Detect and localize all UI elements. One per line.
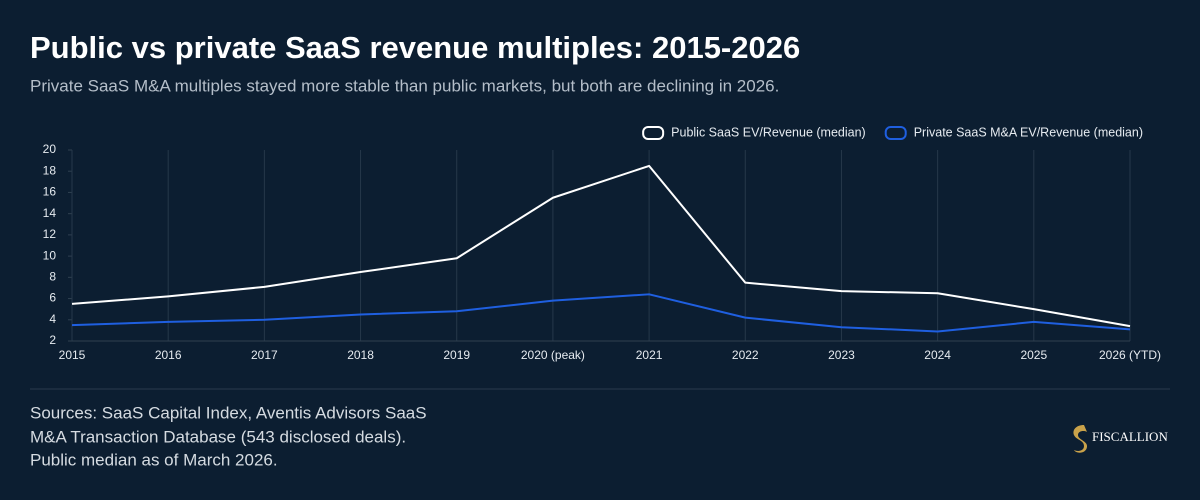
y-tick-label: 14	[43, 206, 57, 220]
y-tick-label: 16	[43, 185, 57, 199]
x-tick-label: 2020 (peak)	[521, 348, 585, 362]
x-tick-label: 2015	[59, 348, 86, 362]
y-tick-label: 12	[43, 227, 57, 241]
x-tick-label: 2019	[443, 348, 470, 362]
legend-label: Private SaaS M&A EV/Revenue (median)	[914, 125, 1143, 139]
x-tick-label: 2021	[636, 348, 663, 362]
y-tick-label: 20	[43, 142, 57, 156]
series-line	[71, 164, 1131, 328]
x-tick-label: 2025	[1020, 348, 1047, 362]
series-line	[71, 293, 1131, 333]
logo-mark	[1073, 425, 1088, 453]
x-tick-label: 2026 (YTD)	[1099, 348, 1161, 362]
x-tick-label: 2016	[155, 348, 182, 362]
legend-swatch	[642, 126, 665, 140]
legend-swatch	[884, 126, 907, 140]
source-note: M&A Transaction Database (543 disclosed …	[30, 427, 406, 446]
y-tick-label: 4	[49, 312, 56, 326]
brand-logo: FISCALLION	[1073, 425, 1168, 453]
y-tick-label: 8	[49, 270, 56, 284]
x-tick-label: 2024	[924, 348, 951, 362]
y-tick-label: 18	[43, 163, 57, 177]
x-tick-label: 2022	[732, 348, 759, 362]
brand-name: FISCALLION	[1092, 429, 1168, 444]
y-tick-label: 10	[43, 248, 57, 262]
y-tick-label: 2	[49, 333, 56, 347]
chart-title: Public vs private SaaS revenue multiples…	[30, 30, 800, 65]
x-tick-label: 2018	[347, 348, 374, 362]
source-note: Public median as of March 2026.	[30, 450, 278, 469]
chart-subtitle: Private SaaS M&A multiples stayed more s…	[30, 76, 779, 95]
source-note: Sources: SaaS Capital Index, Aventis Adv…	[30, 403, 427, 422]
x-tick-label: 2017	[251, 348, 278, 362]
legend-label: Public SaaS EV/Revenue (median)	[671, 125, 866, 139]
y-tick-label: 6	[49, 291, 56, 305]
x-tick-label: 2023	[828, 348, 855, 362]
